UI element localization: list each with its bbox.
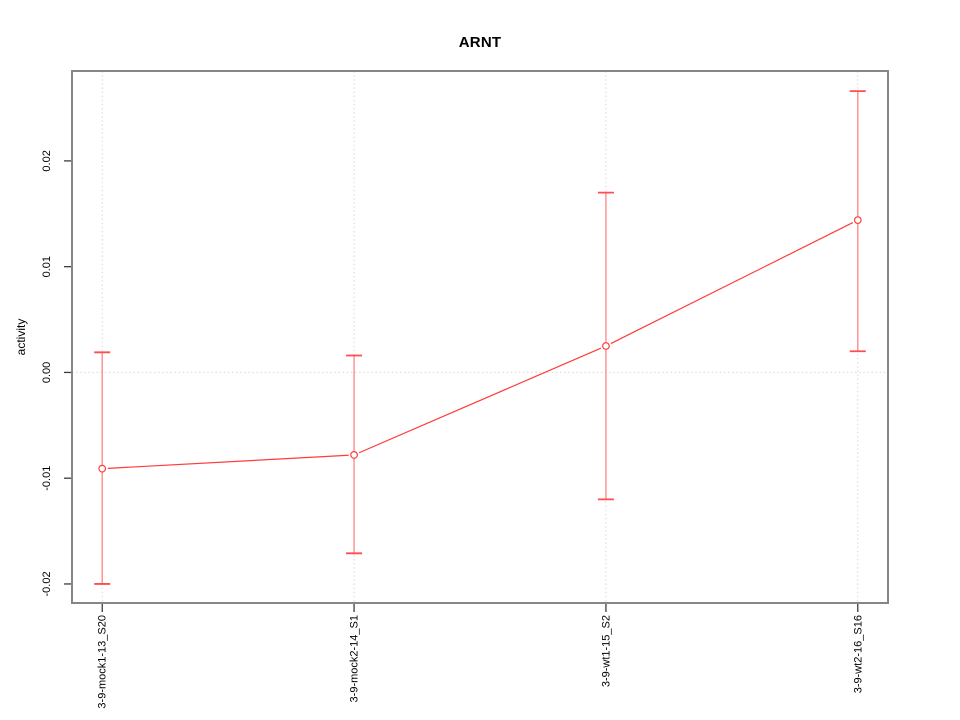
data-point-marker [853,216,862,225]
series-line-segment [610,222,854,345]
y-axis-label: activity [14,319,28,356]
y-tick-label: -0.01 [41,466,53,491]
x-tick-label: 3-9-mock1-13_S20 [97,615,109,709]
plot-box [71,70,889,604]
y-tick-label: 0.02 [41,150,53,171]
data-point-marker [602,342,610,350]
x-tick-label: 3-9-wt1-15_S2 [600,615,612,687]
y-tick-label: 0.00 [41,362,53,383]
data-point-marker [350,451,358,459]
y-tick-label: 0.01 [41,256,53,277]
chart-title: ARNT [458,34,502,51]
x-tick-label: 3-9-wt2-16_S16 [852,615,864,693]
series-line-segment [107,454,349,469]
data-point-marker [98,464,107,473]
series-line-segment [358,347,602,454]
x-tick-label: 3-9-mock2-14_S1 [349,615,361,702]
y-tick-label: -0.02 [41,571,53,596]
